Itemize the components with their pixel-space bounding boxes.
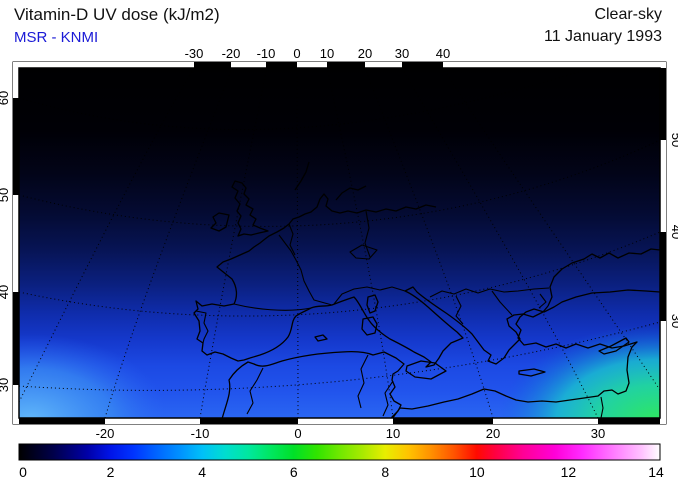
country-border bbox=[600, 396, 604, 418]
date-label: 11 January 1993 bbox=[543, 28, 662, 45]
colorbar-tick-label: 10 bbox=[469, 464, 485, 480]
coastline bbox=[193, 300, 251, 362]
frame-tick-segment bbox=[660, 232, 666, 321]
coastline bbox=[216, 193, 437, 305]
graticule bbox=[19, 68, 660, 418]
country-border bbox=[357, 354, 369, 409]
country-border bbox=[364, 210, 371, 258]
colorbar-outline bbox=[18, 443, 661, 461]
right-axis-tick-label: 50 bbox=[669, 133, 678, 147]
coastline bbox=[547, 248, 660, 307]
country-borders bbox=[195, 210, 604, 418]
graticule-line bbox=[296, 68, 299, 418]
coastline bbox=[361, 316, 378, 336]
coastline bbox=[314, 334, 328, 342]
map-frame bbox=[12, 61, 667, 425]
bottom-axis-tick-label: -20 bbox=[96, 426, 115, 441]
bottom-axis-tick-label: 10 bbox=[386, 426, 400, 441]
graticule-line bbox=[19, 321, 660, 391]
coastline bbox=[598, 337, 630, 355]
country-border bbox=[288, 223, 296, 256]
colorbar-tick-label: 4 bbox=[198, 464, 206, 480]
colorbar-tick-label: 12 bbox=[561, 464, 577, 480]
left-axis-tick-label: 30 bbox=[0, 378, 11, 392]
axis-labels: -30 -20 -10 0 10 20 30 40 -20 -10 0 10 20 30 60 50 40 30 5… bbox=[0, 46, 678, 441]
colorbar: 0 2 4 6 8 10 12 14 bbox=[18, 443, 664, 480]
field-bright-southeast bbox=[453, 297, 660, 418]
product-source-label: MSR - KNMI bbox=[14, 29, 99, 46]
frame-tick-segment bbox=[194, 62, 231, 68]
top-axis-tick-label: 30 bbox=[395, 46, 409, 61]
coastline bbox=[231, 180, 269, 237]
coastlines bbox=[193, 161, 660, 418]
colorbar-bar bbox=[19, 444, 660, 460]
country-border bbox=[278, 234, 333, 306]
coastline bbox=[391, 289, 660, 418]
coastline bbox=[518, 368, 546, 377]
frame-tick-segment bbox=[660, 68, 666, 140]
country-border bbox=[429, 287, 550, 298]
country-border bbox=[349, 244, 378, 260]
colorbar-tick-label: 8 bbox=[381, 464, 389, 480]
graticule-line bbox=[364, 68, 494, 418]
country-border bbox=[246, 367, 264, 415]
coastline bbox=[405, 360, 447, 380]
left-axis-tick-label: 60 bbox=[0, 91, 11, 105]
left-axis-tick-label: 50 bbox=[0, 188, 11, 202]
top-axis-tick-label: 0 bbox=[293, 46, 300, 61]
bottom-axis-tick-label: 0 bbox=[294, 426, 301, 441]
top-axis-tick-label: 10 bbox=[320, 46, 334, 61]
frame-tick-segment bbox=[200, 418, 298, 424]
colorbar-tick-label: 2 bbox=[107, 464, 115, 480]
page-title: Vitamin-D UV dose (kJ/m2) bbox=[14, 5, 220, 24]
coastline bbox=[335, 185, 367, 201]
left-axis-tick-label: 40 bbox=[0, 285, 11, 299]
colorbar-tick-label: 0 bbox=[19, 464, 27, 480]
bottom-axis-tick-label: 20 bbox=[486, 426, 500, 441]
coastline bbox=[294, 161, 310, 191]
country-border bbox=[491, 290, 513, 316]
frame-tick-segment bbox=[327, 62, 365, 68]
country-border bbox=[538, 293, 547, 309]
top-axis-tick-label: 20 bbox=[358, 46, 372, 61]
graticule-line bbox=[19, 68, 593, 131]
bottom-axis-tick-label: 30 bbox=[591, 426, 605, 441]
frame-tick-segment bbox=[266, 62, 297, 68]
country-border bbox=[455, 295, 464, 325]
frame-tick-segment bbox=[13, 292, 19, 385]
top-axis-tick-label: 40 bbox=[436, 46, 450, 61]
frame-tick-segment bbox=[13, 98, 19, 195]
frame-tick-segment bbox=[598, 418, 660, 424]
country-border bbox=[382, 380, 394, 417]
top-axis-tick-label: -20 bbox=[222, 46, 241, 61]
frame-tick-segment bbox=[19, 418, 105, 424]
country-border bbox=[233, 303, 312, 311]
frame-band-left bbox=[13, 62, 19, 424]
frame-tick-segment bbox=[393, 418, 493, 424]
right-axis-tick-label: 30 bbox=[669, 314, 678, 328]
graticule-line bbox=[104, 68, 233, 418]
top-axis-tick-label: -30 bbox=[185, 46, 204, 61]
frame-band-bottom bbox=[13, 418, 666, 424]
frame-inner-line bbox=[18, 67, 661, 419]
coastline bbox=[366, 294, 379, 314]
coastline bbox=[221, 350, 405, 418]
sky-condition-label: Clear-sky bbox=[594, 6, 662, 23]
bottom-axis-tick-label: -10 bbox=[191, 426, 210, 441]
colorbar-tick-label: 6 bbox=[290, 464, 298, 480]
right-axis-tick-label: 40 bbox=[669, 225, 678, 239]
coastline bbox=[249, 286, 549, 368]
country-border bbox=[195, 310, 209, 344]
country-border bbox=[333, 286, 406, 305]
colorbar-tick-label: 14 bbox=[648, 464, 664, 480]
field-bright-southwest bbox=[19, 305, 215, 418]
frame-tick-segment bbox=[402, 62, 443, 68]
graticule-line bbox=[19, 68, 195, 403]
coastline bbox=[210, 212, 230, 232]
top-axis-tick-label: -10 bbox=[257, 46, 276, 61]
